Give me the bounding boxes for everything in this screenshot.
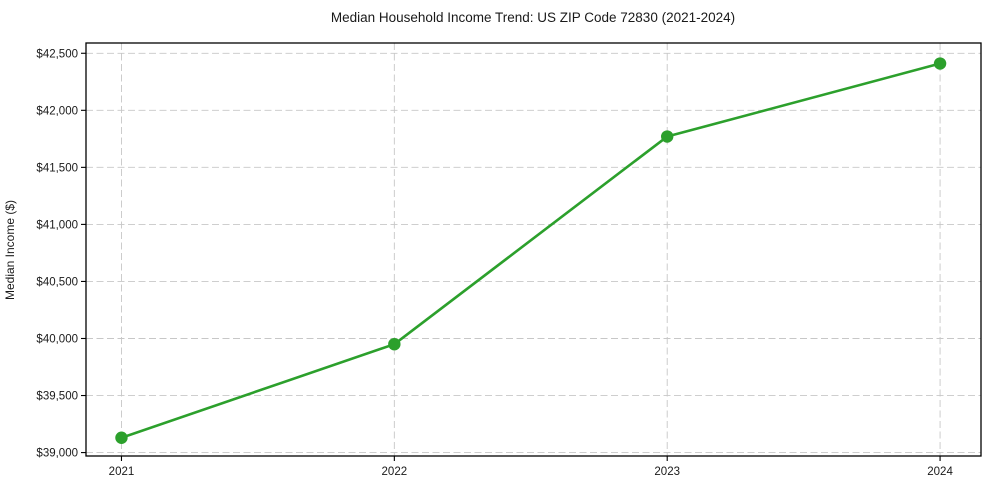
x-tick-label: 2021: [109, 466, 135, 478]
y-tick-label: $42,500: [36, 48, 78, 60]
data-point-marker: [115, 431, 128, 444]
y-tick-label: $41,500: [36, 162, 78, 174]
trend-series-layer: [115, 57, 947, 444]
data-point-marker: [661, 130, 674, 143]
y-tick-label: $42,000: [36, 105, 78, 117]
y-tick-label: $39,500: [36, 391, 78, 403]
y-tick-label: $41,000: [36, 219, 78, 231]
plot-border: [85, 42, 982, 457]
y-tick-label: $39,000: [36, 448, 78, 460]
grid-layer: [86, 43, 981, 456]
tick-layer: $39,000 $39,500 $40,000 $40,500 $41,000 $41,5…: [36, 48, 953, 478]
x-tick-label: 2023: [654, 466, 680, 478]
y-axis-label: Median Income ($): [3, 200, 17, 300]
x-tick-label: 2024: [927, 466, 953, 478]
chart-title: Median Household Income Trend: US ZIP Co…: [331, 10, 735, 25]
data-point-marker: [933, 57, 947, 70]
data-point-marker: [388, 337, 401, 351]
income-trend-line: [120, 62, 942, 440]
x-tick-label: 2022: [382, 466, 408, 478]
y-tick-label: $40,500: [36, 276, 78, 288]
y-tick-label: $40,000: [36, 333, 78, 345]
